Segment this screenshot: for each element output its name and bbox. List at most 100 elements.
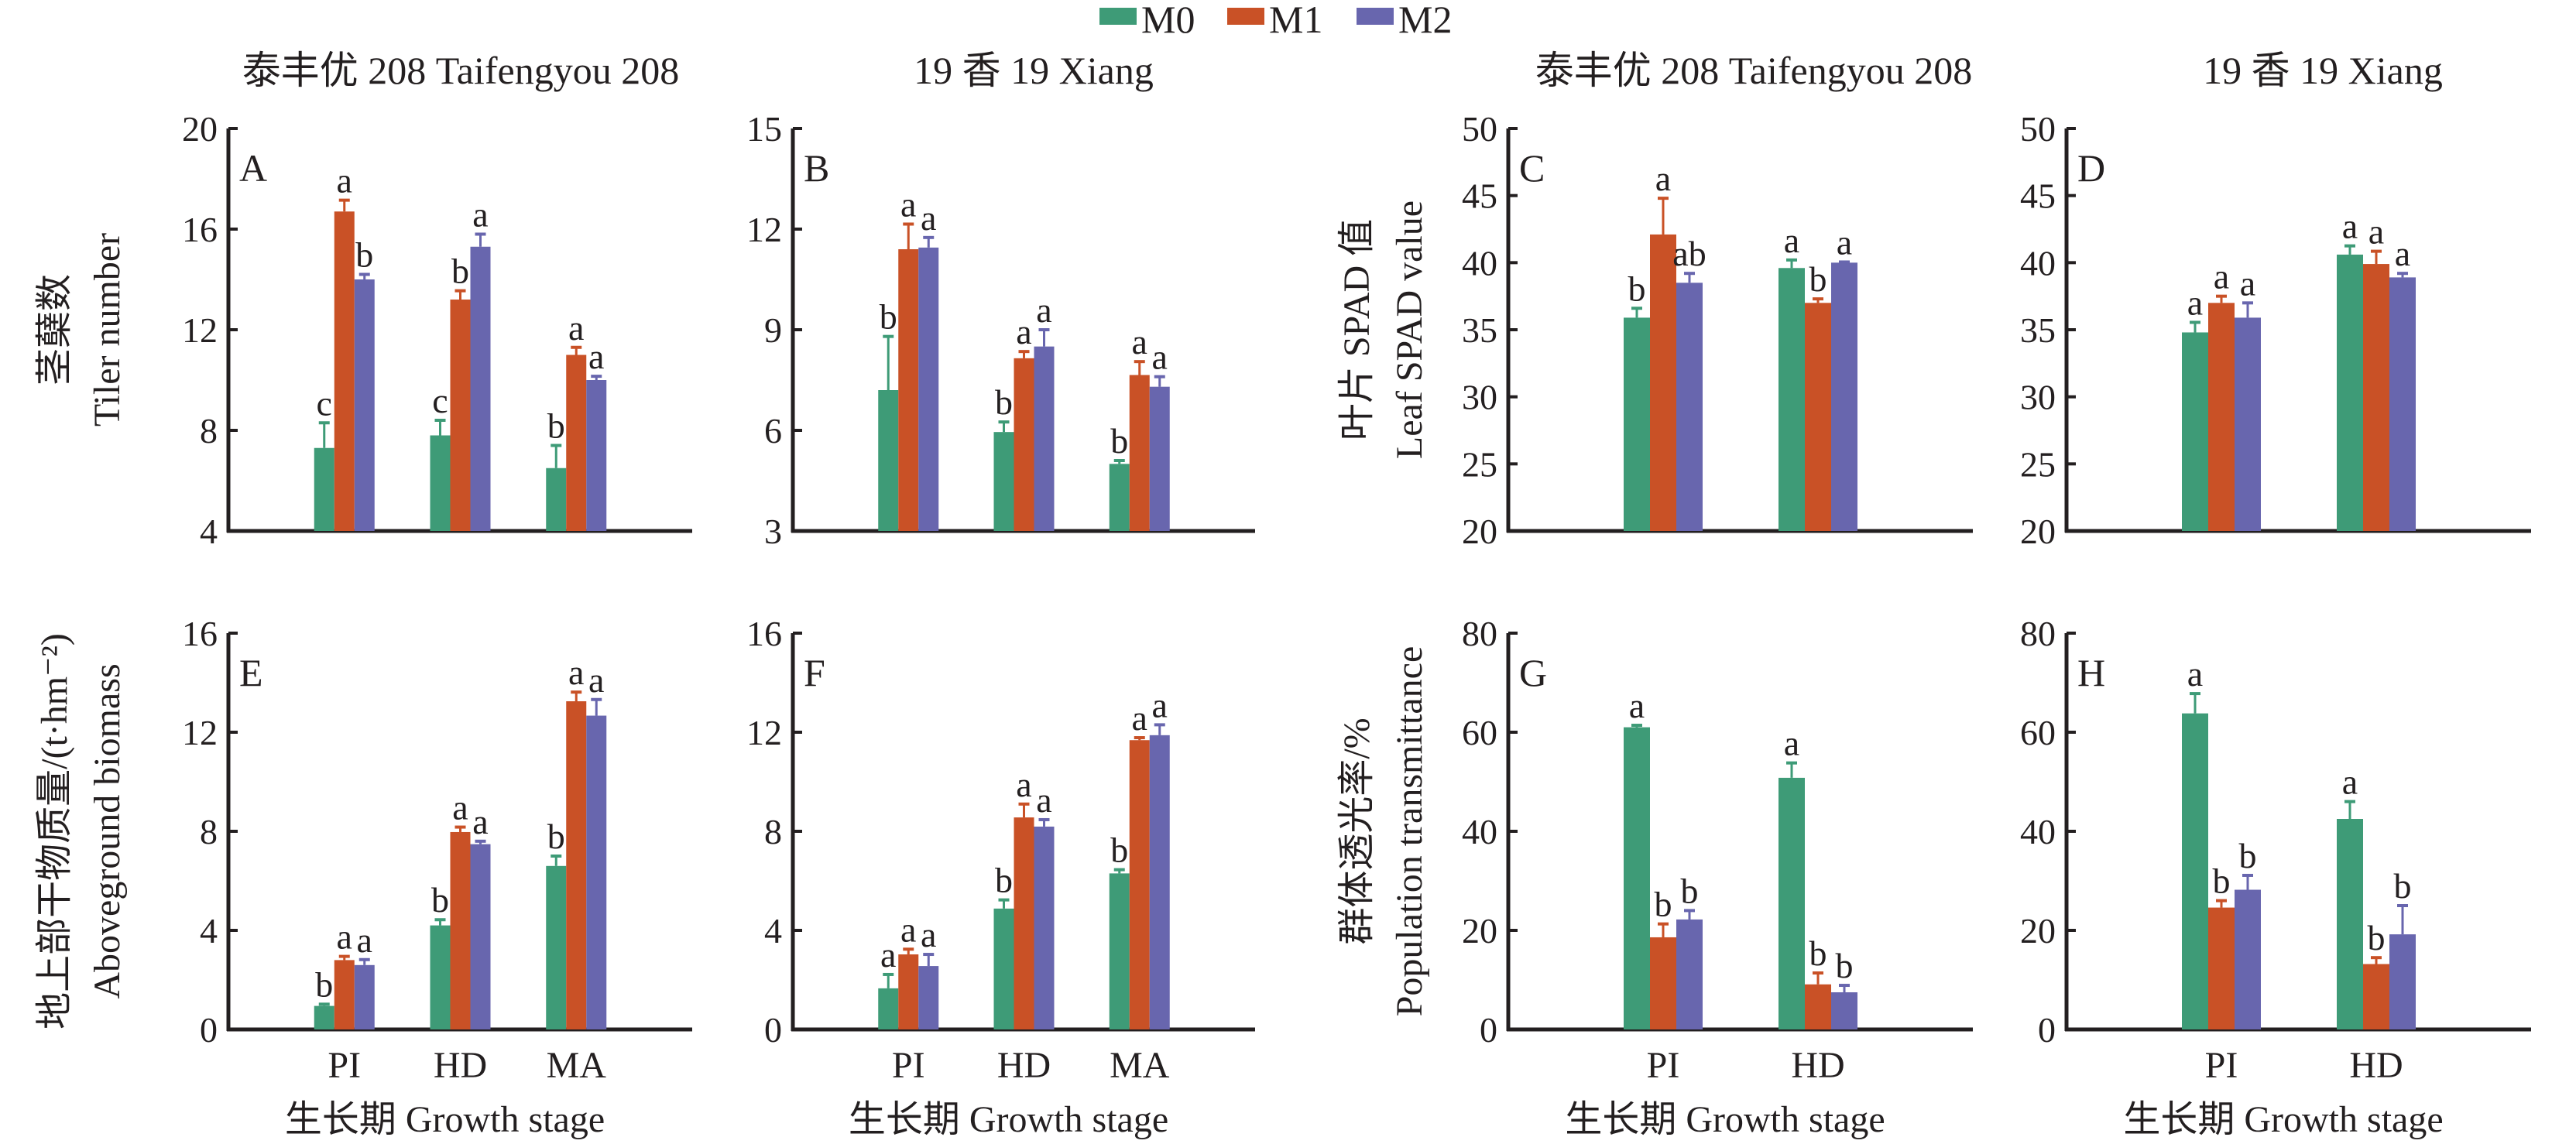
significance-label: b <box>451 252 469 291</box>
y-tick-label: 25 <box>1462 444 1497 484</box>
significance-label: a <box>2240 263 2255 303</box>
bar-m0-hd <box>2337 819 2363 1029</box>
significance-label: a <box>1152 685 1168 724</box>
panel-letter: B <box>804 146 829 190</box>
significance-label: a <box>1016 765 1031 804</box>
significance-label: a <box>2214 257 2229 296</box>
significance-label: a <box>921 198 936 238</box>
significance-label: c <box>317 383 332 423</box>
significance-label: a <box>1837 222 1852 262</box>
y-tick-label: 20 <box>2020 911 2056 950</box>
significance-label: a <box>2342 762 2358 802</box>
y-tick-label: 20 <box>182 109 218 149</box>
y-tick-label: 40 <box>1462 243 1497 283</box>
bar-m0-ma <box>1109 464 1130 531</box>
panel-letter: A <box>239 146 267 190</box>
panel-c: 20 25 30 35 40 45 50 C 叶片 SPAD 值 Leaf SPAD value b… <box>1336 109 1973 551</box>
y-tick-label: 4 <box>200 911 218 950</box>
x-tick-label: PI <box>892 1045 925 1086</box>
bar-m0-pi <box>2182 713 2208 1029</box>
column-title-a: 泰丰优 208 Taifengyou 208 <box>242 49 679 92</box>
significance-label: a <box>1132 322 1147 361</box>
significance-label: a <box>900 185 916 224</box>
significance-label: a <box>2187 654 2203 694</box>
bar-m2-pi <box>2235 889 2261 1029</box>
significance-label: a <box>880 935 896 974</box>
x-tick-label: PI <box>1647 1045 1680 1086</box>
y-tick-label: 60 <box>2020 713 2056 752</box>
y-tick-label: 60 <box>1462 713 1497 752</box>
bar-m2-hd <box>1034 826 1055 1029</box>
bar-m0-hd <box>1779 777 1805 1029</box>
x-tick-label: MA <box>547 1045 607 1086</box>
significance-label: b <box>2239 836 2257 875</box>
bar-m1-ma <box>1129 740 1150 1029</box>
significance-label: a <box>1036 290 1051 330</box>
panel-letter: C <box>1519 146 1545 190</box>
y-tick-label: 30 <box>1462 378 1497 417</box>
bar-m2-hd <box>1831 262 1857 531</box>
y-tick-label: 40 <box>2020 812 2056 851</box>
bar-m2-pi <box>1676 283 1703 531</box>
y-tick-label: 35 <box>2020 310 2056 350</box>
y-axis-title-en: Tiler number <box>87 233 128 426</box>
significance-label: b <box>2394 866 2412 906</box>
legend-label-m2: M2 <box>1398 0 1452 41</box>
bar-m0-pi <box>1624 317 1650 531</box>
bar-m2-pi <box>918 966 939 1029</box>
significance-label: b <box>1655 885 1672 924</box>
bar-m1-hd <box>1805 984 1831 1029</box>
panel-letter: D <box>2077 146 2105 190</box>
y-tick-label: 8 <box>200 812 218 851</box>
x-tick-label: HD <box>2349 1045 2403 1086</box>
legend-swatch-m1 <box>1227 8 1264 25</box>
bar-m1-hd <box>2363 964 2389 1029</box>
legend-label-m1: M1 <box>1269 0 1322 41</box>
significance-label: a <box>357 920 372 960</box>
significance-label: a <box>1152 337 1168 377</box>
bar-m1-pi <box>334 960 355 1029</box>
x-tick-label: HD <box>434 1045 487 1086</box>
bar-m1-ma <box>1129 375 1150 531</box>
y-tick-label: 12 <box>182 310 218 350</box>
y-tick-label: 80 <box>1462 614 1497 653</box>
significance-label: a <box>1784 221 1799 260</box>
y-tick-label: 9 <box>764 310 782 350</box>
significance-label: a <box>568 652 584 692</box>
y-tick-label: 16 <box>746 614 782 653</box>
y-tick-label: 4 <box>764 911 782 950</box>
significance-label: b <box>1836 946 1854 985</box>
bar-m2-ma <box>1149 735 1170 1029</box>
y-axis-title-en: Aboveground biomass <box>87 663 128 998</box>
significance-label: c <box>432 381 448 420</box>
y-tick-label: 45 <box>1462 176 1497 216</box>
bar-m1-hd <box>450 831 471 1029</box>
panel-g: 0 20 40 60 80 G 群体透光率/% Population transmittanc… <box>1336 614 1973 1140</box>
y-axis-title-cn: 地上部干物质量/(t·hm⁻²) <box>34 633 75 1029</box>
bar-m0-ma <box>546 468 567 531</box>
significance-label: b <box>995 861 1013 900</box>
bar-m1-pi <box>1650 234 1676 531</box>
bar-m0-ma <box>546 865 567 1029</box>
y-tick-label: 40 <box>2020 243 2056 283</box>
y-tick-label: 15 <box>746 109 782 149</box>
significance-label: a <box>472 802 488 841</box>
significance-label: a <box>1016 312 1031 351</box>
y-tick-label: 16 <box>182 210 218 249</box>
x-axis-title: 生长期 Growth stage <box>849 1099 1168 1140</box>
y-tick-label: 16 <box>182 614 218 653</box>
y-axis-title-cn: 叶片 SPAD 值 <box>1336 219 1377 440</box>
significance-label: a <box>1629 686 1645 725</box>
bar-m2-hd <box>2389 934 2416 1029</box>
bar-m1-pi <box>2208 907 2235 1029</box>
panel-e: 0 4 8 12 16 E 地上部干物质量/(t·hm⁻²) Aboveground biom… <box>34 614 692 1140</box>
bar-m2-hd <box>470 844 491 1029</box>
bar-m2-pi <box>918 247 939 531</box>
column-title-c: 泰丰优 208 Taifengyou 208 <box>1535 49 1972 92</box>
bar-m2-hd <box>1034 346 1055 531</box>
